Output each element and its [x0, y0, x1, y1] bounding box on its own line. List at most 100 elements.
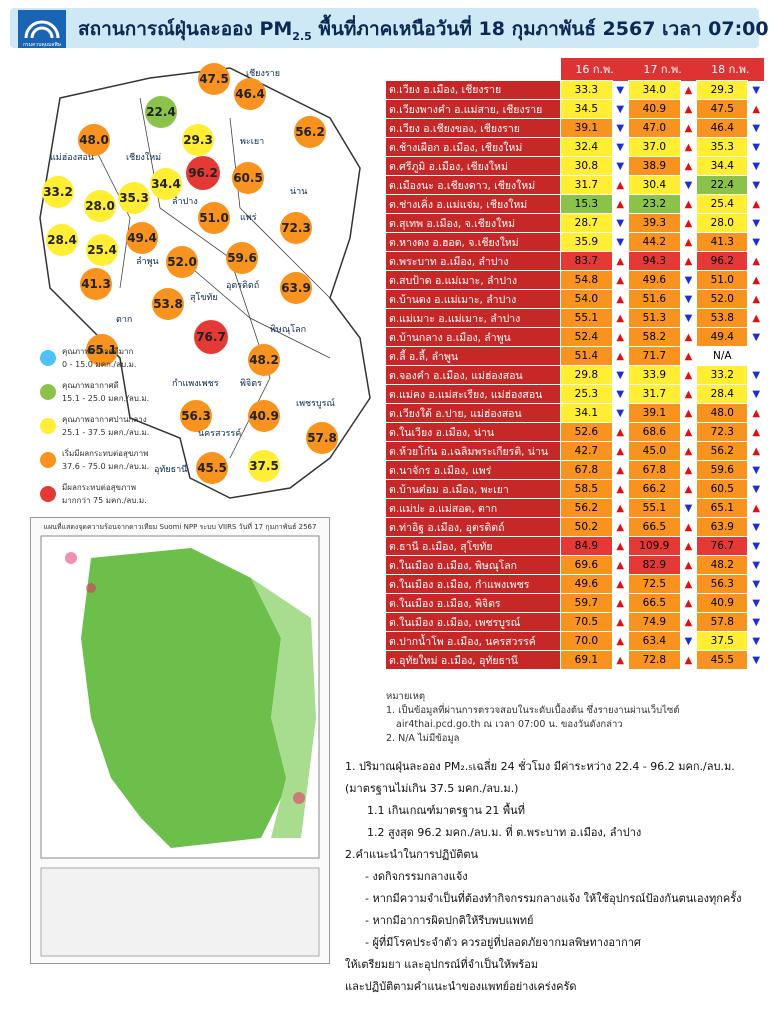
- province-label: พะเยา: [240, 137, 265, 147]
- pm-value: 109.9: [628, 536, 681, 556]
- trend-down-icon: ▼: [752, 616, 761, 628]
- table-row: ต.บ้านต๋อม อ.เมือง, พะเยา 58.5 ▲ 66.2 ▲ 60.5 ▼: [386, 479, 764, 499]
- table-row: ต.พระบาท อ.เมือง, ลำปาง 83.7 ▲ 94.3 ▲ 96.2 ▲: [386, 251, 764, 271]
- trend-down-icon: ▼: [752, 236, 761, 248]
- trend-down-icon: ▼: [752, 331, 761, 343]
- trend-up-icon: ▲: [684, 141, 693, 153]
- table-row: ต.ธานี อ.เมือง, สุโขทัย 84.9 ▲ 109.9 ▲ 76.7 ▼: [386, 536, 764, 556]
- pm-value: 67.8: [560, 460, 613, 480]
- trend-up-icon: ▲: [616, 559, 625, 571]
- trend-up-icon: ▲: [684, 616, 693, 628]
- pm25-map: 47.5 46.4 22.4 29.3 48.0 56.2 96.2 60.5 …: [30, 58, 380, 508]
- table-row: ต.ในเมือง อ.เมือง, พิษณุโลก 69.6 ▲ 82.9 ▲ 48.…: [386, 555, 764, 575]
- pm-value: 39.1: [560, 118, 613, 138]
- pm-value: 46.4: [696, 118, 749, 138]
- map-bubble: 72.3: [280, 212, 312, 244]
- trend-up-icon: ▲: [616, 350, 625, 362]
- pm-value: 50.2: [560, 517, 613, 537]
- trend-up-icon: ▲: [684, 540, 693, 552]
- pm-value: 66.5: [628, 517, 681, 537]
- pm-value: 49.6: [560, 574, 613, 594]
- pm-value: 30.4: [628, 175, 681, 195]
- station-name: ต.สุเทพ อ.เมือง, จ.เชียงใหม่: [386, 213, 561, 233]
- pm-value: 66.5: [628, 593, 681, 613]
- trend-up-icon: ▲: [684, 483, 693, 495]
- trend-up-icon: ▲: [616, 616, 625, 628]
- logo-text: กรมควบคุมมลพิษ: [23, 41, 62, 48]
- pm-value: 70.5: [560, 612, 613, 632]
- table-row: ต.ช่างเคิ่ง อ.แม่แจ่ม, เชียงใหม่ 15.3 ▲ 23.…: [386, 194, 764, 214]
- map-bubble: 41.3: [80, 268, 112, 300]
- pm-value: 72.3: [696, 422, 749, 442]
- legend-item: มีผลกระทบต่อสุขภาพ มากกว่า 75 มคก./ลบ.ม.: [40, 481, 149, 507]
- pm-value: 34.5: [560, 99, 613, 119]
- notes: หมายเหตุ 1. เป็นข้อมูลที่ผ่านการตรวจสอบใ…: [386, 691, 680, 744]
- trend-up-icon: ▲: [616, 331, 625, 343]
- map-bubble: 28.4: [46, 224, 78, 256]
- station-name: ต.ศรีภูมิ อ.เมือง, เชียงใหม่: [386, 156, 561, 176]
- pm-value: 58.5: [560, 479, 613, 499]
- trend-up-icon: ▲: [752, 198, 761, 210]
- pcd-logo-icon: กรมควบคุมมลพิษ: [18, 10, 66, 48]
- map-bubble: 28.0: [84, 190, 116, 222]
- trend-down-icon: ▼: [616, 103, 625, 115]
- table-row: ต.ในเมือง อ.เมือง, พิจิตร 59.7 ▲ 66.5 ▲ 40.9 ▼: [386, 593, 764, 613]
- station-name: ต.ปากน้ำโพ อ.เมือง, นครสวรรค์: [386, 631, 561, 651]
- trend-down-icon: ▼: [752, 141, 761, 153]
- trend-down-icon: ▼: [752, 540, 761, 552]
- pm-value: 54.8: [560, 270, 613, 290]
- trend-down-icon: ▼: [752, 84, 761, 96]
- province-label: แม่ฮ่องสอน: [50, 153, 95, 163]
- trend-down-icon: ▼: [752, 388, 761, 400]
- station-name: ต.สบป้าด อ.แม่เมาะ, ลำปาง: [386, 270, 561, 290]
- map-bubble: 34.4: [150, 168, 182, 200]
- trend-up-icon: ▲: [752, 312, 761, 324]
- pm-value: 35.9: [560, 232, 613, 252]
- legend-item: คุณภาพอากาศดีมาก 0 - 15.0 มคก./ลบ.ม.: [40, 345, 149, 371]
- pm-value: 69.1: [560, 650, 613, 670]
- trend-down-icon: ▼: [684, 502, 693, 514]
- table-row: ต.หางดง อ.ฮอด, จ.เชียงใหม่ 35.9 ▼ 44.2 ▲ 41.3…: [386, 232, 764, 252]
- trend-up-icon: ▲: [684, 521, 693, 533]
- pm-value: 15.3: [560, 194, 613, 214]
- pm-value: 45.0: [628, 441, 681, 461]
- map-bubble: 25.4: [86, 234, 118, 266]
- table-row: ต.ท่าอิฐ อ.เมือง, อุตรดิตถ์ 50.2 ▲ 66.5 ▲ 63.…: [386, 517, 764, 537]
- station-name: ต.เวียงพางคำ อ.แม่สาย, เชียงราย: [386, 99, 561, 119]
- legend-item: เริ่มมีผลกระทบต่อสุขภาพ 37.6 - 75.0 มคก./…: [40, 447, 149, 473]
- trend-down-icon: ▼: [752, 160, 761, 172]
- pm-value: 83.7: [560, 251, 613, 271]
- col-header: 18 ก.พ.: [696, 58, 764, 81]
- pm-value: 69.6: [560, 555, 613, 575]
- pm-value: 70.0: [560, 631, 613, 651]
- province-label: กำแพงเพชร: [172, 379, 219, 389]
- trend-down-icon: ▼: [684, 274, 693, 286]
- trend-down-icon: ▼: [684, 293, 693, 305]
- station-name: ต.ธานี อ.เมือง, สุโขทัย: [386, 536, 561, 556]
- pm-value: 42.7: [560, 441, 613, 461]
- station-name: ต.ลี้ อ.ลี้, ลำพูน: [386, 346, 561, 366]
- trend-down-icon: ▼: [752, 483, 761, 495]
- pm-value: 47.0: [628, 118, 681, 138]
- trend-up-icon: ▲: [616, 578, 625, 590]
- map-bubble: 29.3: [182, 124, 214, 156]
- pm-value: 71.7: [628, 346, 681, 366]
- map-bubble: 46.4: [234, 78, 266, 110]
- station-name: ต.จองคำ อ.เมือง, แม่ฮ่องสอน: [386, 365, 561, 385]
- trend-down-icon: ▼: [752, 578, 761, 590]
- station-name: ต.หางดง อ.ฮอด, จ.เชียงใหม่: [386, 232, 561, 252]
- pm-value: 45.5: [696, 650, 749, 670]
- map-bubble: 56.3: [180, 400, 212, 432]
- table-row: ต.สบป้าด อ.แม่เมาะ, ลำปาง 54.8 ▲ 49.6 ▼ 51.0 ▲: [386, 270, 764, 290]
- station-name: ต.เวียงใต้ อ.ปาย, แม่ฮ่องสอน: [386, 403, 561, 423]
- trend-up-icon: ▲: [616, 635, 625, 647]
- trend-up-icon: ▲: [752, 407, 761, 419]
- trend-up-icon: ▲: [752, 502, 761, 514]
- station-name: ต.ในเมือง อ.เมือง, เพชรบูรณ์: [386, 612, 561, 632]
- pm-value: 32.4: [560, 137, 613, 157]
- trend-up-icon: ▲: [684, 103, 693, 115]
- col-header: 17 ก.พ.: [628, 58, 697, 81]
- pm-value: 59.7: [560, 593, 613, 613]
- trend-down-icon: ▼: [616, 217, 625, 229]
- map-bubble: 56.2: [294, 116, 326, 148]
